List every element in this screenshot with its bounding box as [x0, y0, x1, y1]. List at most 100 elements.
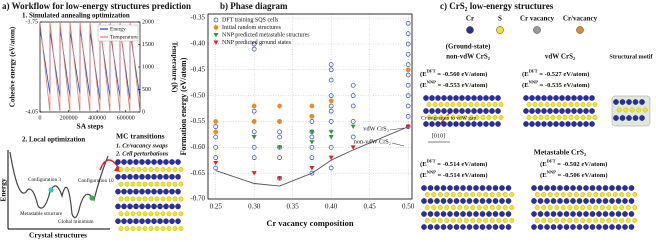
chromium-atom: [537, 211, 544, 217]
chromium-atom: [423, 95, 429, 101]
chromium-atom: [639, 99, 645, 105]
chromium-atom: [435, 95, 441, 101]
sulfur-atom: [619, 205, 625, 210]
sulfur-atom: [560, 192, 566, 197]
sulfur-atom: [560, 205, 566, 210]
sulfur-atom: [431, 218, 437, 223]
sulfur-atom: [541, 205, 547, 210]
chromium-atom: [589, 121, 595, 127]
sulfur-atom: [142, 196, 148, 202]
chromium-atom: [550, 211, 557, 217]
point: [405, 20, 411, 26]
chromium-atom: [421, 211, 427, 217]
chromium-atom: [544, 224, 550, 230]
chromium-atom: [535, 95, 541, 101]
chromium-atom: [163, 203, 169, 210]
sulfur-atom: [136, 166, 142, 172]
chromium-atom: [479, 198, 486, 204]
x-tick-label: 0: [39, 115, 42, 121]
chromium-atom: [602, 198, 609, 204]
sulfur-atom: [160, 226, 166, 232]
chromium-atom: [544, 185, 550, 191]
y-tick-label: -0.60: [190, 143, 205, 151]
annotation: vdW CrS₂: [363, 125, 389, 132]
sulfur-atom: [580, 218, 586, 223]
chromium-atom: [479, 224, 486, 230]
chromium-atom: [541, 108, 547, 114]
sulfur-atom: [470, 218, 476, 223]
chromium-atom: [157, 173, 163, 180]
chromium-atom: [550, 224, 557, 230]
chromium-atom: [523, 95, 529, 101]
sulfur-atom: [463, 218, 469, 223]
chromium-atom: [589, 211, 596, 217]
sulfur-atom: [474, 102, 480, 107]
chromium-atom: [596, 185, 602, 191]
sulfur-atom: [586, 218, 592, 223]
sulfur-atom: [526, 102, 532, 107]
chromium-atom: [121, 173, 127, 180]
chromium-atom: [557, 211, 563, 217]
chromium-atom: [115, 188, 121, 195]
sulfur-atom: [118, 226, 124, 232]
chromium-atom: [471, 108, 477, 114]
sulfur-atom: [468, 102, 474, 107]
y2-tick-label: 0: [142, 109, 145, 115]
landscape-label: Metastable structure: [20, 211, 63, 217]
chromium-atom: [460, 185, 466, 191]
sulfur-atom: [118, 181, 124, 187]
config-ball: [48, 187, 54, 193]
chromium-atom: [619, 115, 626, 121]
chromium-atom: [615, 224, 622, 230]
chromium-atom: [571, 95, 577, 101]
sulfur-atom: [142, 211, 148, 217]
chromium-atom: [440, 185, 447, 191]
chromium-atom: [489, 95, 495, 101]
sulfur-atom: [136, 196, 142, 202]
sulfur-atom: [612, 205, 618, 210]
legend-marker: [213, 33, 219, 38]
point: [251, 171, 257, 176]
energy-label: (EDFT = -0.502 eV/atom): [540, 159, 607, 168]
chromium-atom: [440, 224, 447, 230]
point: [328, 93, 334, 98]
point: [277, 134, 282, 140]
sulfur-atom: [592, 102, 598, 107]
legend-label: Cr/vacancy: [563, 15, 598, 23]
sulfur-atom: [154, 211, 160, 217]
sulfur-atom: [483, 192, 489, 197]
y-tick-label: -0.55: [190, 117, 205, 125]
chromium-atom: [499, 211, 505, 217]
point: [309, 113, 315, 119]
sulfur-atom: [130, 211, 136, 217]
energy-symbol: (E: [522, 71, 529, 78]
chromium-atom: [169, 203, 175, 210]
sulfur-atom: [562, 102, 568, 107]
chromium-atom: [434, 198, 440, 204]
chromium-atom: [563, 211, 570, 217]
point: [405, 51, 411, 57]
chromium-atom: [466, 211, 473, 217]
chromium-atom: [609, 198, 615, 204]
config-ball: [89, 195, 95, 201]
chromium-atom: [465, 108, 471, 114]
sulfur-atom: [567, 192, 573, 197]
sulfur-atom: [160, 166, 166, 172]
chromium-atom: [479, 211, 486, 217]
point: [309, 144, 315, 150]
sulfur-atom: [593, 218, 599, 223]
chromium-atom: [589, 198, 596, 204]
sulfur-atom: [532, 115, 538, 120]
chromium-atom: [175, 188, 181, 195]
sulfur-atom: [547, 192, 553, 197]
chromium-atom: [127, 159, 133, 165]
x-tick-label: 0.30: [248, 203, 261, 211]
sulfur-atom: [172, 181, 178, 187]
chromium-atom: [531, 185, 537, 191]
chromium-atom: [453, 224, 460, 230]
sulfur-atom: [124, 166, 130, 172]
chromium-atom: [559, 95, 565, 101]
chromium-atom: [602, 185, 609, 191]
sulfur-atom: [148, 226, 154, 232]
chromium-atom: [133, 159, 139, 165]
